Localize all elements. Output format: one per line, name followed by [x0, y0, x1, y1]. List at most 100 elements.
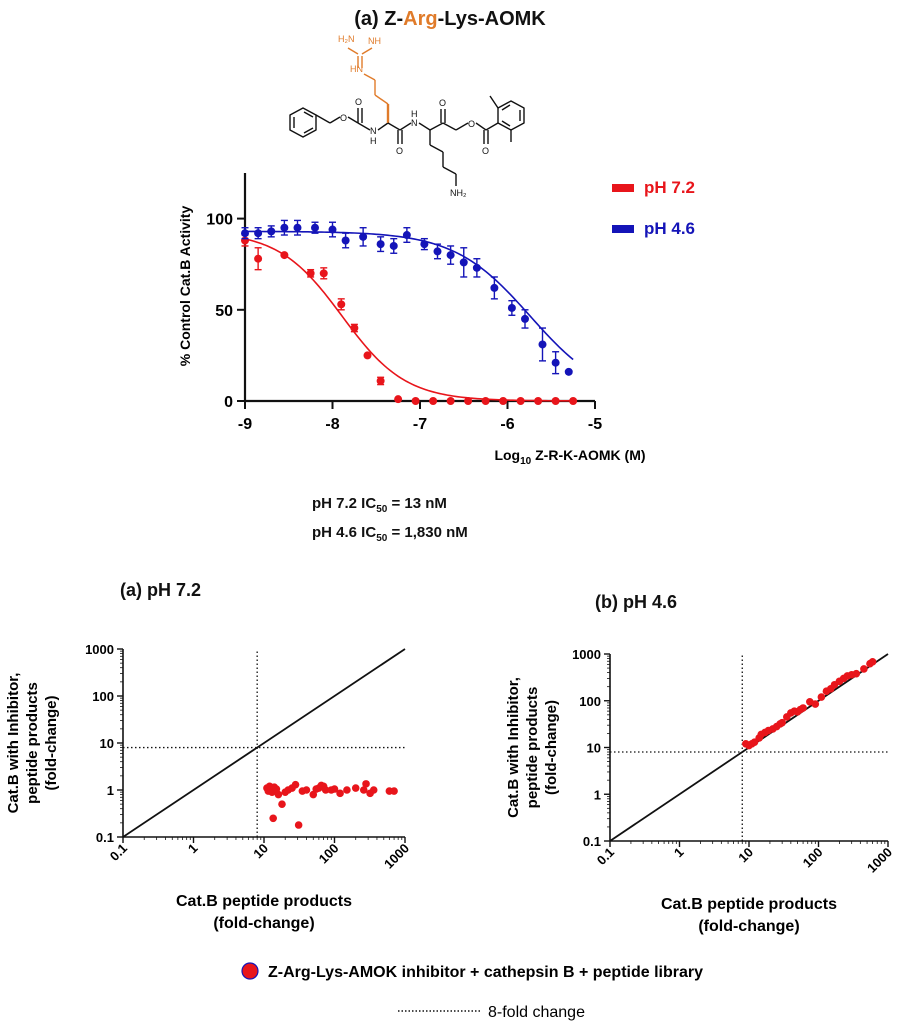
data-point [274, 790, 283, 799]
data-point [269, 814, 277, 823]
x-tick-label: -5 [588, 416, 602, 433]
data-point [868, 658, 877, 666]
data-point-series-1 [521, 314, 529, 323]
y-axis-label: Cat.B with Inhibitor, peptide products (fo… [505, 677, 560, 818]
data-point [294, 821, 303, 829]
label-o3: O [396, 146, 403, 156]
label-nh-top: NH [368, 36, 381, 46]
data-point-series-1 [328, 225, 337, 234]
label-o4: O [439, 98, 446, 108]
data-point-series-0 [516, 397, 525, 405]
data-point-series-0 [306, 269, 315, 278]
x-axis-label: Cat.B peptide products (fold-change) [661, 896, 837, 935]
y-tick-label: 0.1 [583, 834, 601, 849]
ic50-text: pH 7.2 IC50 = 13 nM pH 4.6 IC50 = 1,830 … [312, 492, 468, 550]
y-tick-label: 10 [100, 736, 114, 751]
label-hn: HN [350, 64, 363, 74]
identity-line [122, 648, 406, 838]
data-point [369, 786, 378, 794]
data-point [330, 785, 339, 793]
legend-swatch-ph46 [612, 225, 634, 233]
data-point [778, 718, 786, 727]
dose-response-chart: -9 -8 -7 -6 -5 0 50 100 Log10 Z-R-K-AOMK (M) % … [177, 173, 695, 467]
label-h1: H [370, 136, 377, 146]
data-point-series-0 [446, 397, 455, 405]
x-tick-label: -6 [500, 416, 514, 433]
legend-marker-label: Z-Arg-Lys-AMOK inhibitor + cathepsin B +… [268, 964, 703, 981]
y-tick-label: 1 [594, 787, 601, 802]
data-point-series-1 [433, 247, 442, 256]
data-point-series-0 [280, 251, 289, 260]
data-point-series-0 [464, 397, 473, 405]
chart-title-highlight: Arg [403, 8, 438, 30]
label-h2n: H₂N [338, 34, 355, 44]
data-point [390, 787, 398, 795]
y-tick-label: 50 [215, 303, 233, 320]
data-point-series-0 [350, 324, 359, 333]
data-point [799, 704, 807, 712]
data-point [278, 800, 286, 808]
data-point-series-0 [569, 397, 578, 405]
data-point [817, 693, 826, 701]
data-point-series-1 [359, 232, 368, 241]
legend-label-ph72: pH 7.2 [644, 178, 695, 197]
data-point-series-0 [376, 376, 385, 385]
chart-title: (a) Z-Arg-Lys-AOMK [0, 8, 900, 31]
x-tick-label: 10 [250, 841, 271, 862]
x-tick-label: 100 [800, 845, 826, 871]
legend-dotted-label: 8-fold change [488, 1004, 585, 1021]
ic50-line-ph72: pH 7.2 IC50 = 13 nM [312, 495, 447, 515]
data-point [852, 669, 861, 678]
data-point-series-0 [481, 397, 490, 405]
data-point-series-1 [311, 223, 319, 232]
data-point-series-1 [446, 251, 455, 260]
ic50-line-ph46: pH 4.6 IC50 = 1,830 nM [312, 524, 468, 544]
label-o6: O [482, 146, 489, 156]
data-point-series-1 [241, 229, 249, 238]
y-tick-label: 1000 [572, 647, 601, 662]
label-h2: H [411, 109, 418, 119]
data-point [359, 786, 368, 794]
data-point-series-0 [337, 300, 346, 309]
y-tick-label: 0.1 [96, 830, 114, 845]
data-point [362, 780, 370, 788]
data-point-series-1 [472, 263, 481, 272]
x-axis-label: Log10 Z-R-K-AOMK (M) [494, 447, 645, 467]
data-point-series-0 [551, 397, 560, 405]
data-point-series-0 [363, 351, 372, 360]
y-tick-label: 1 [107, 783, 114, 798]
x-tick-label: 1000 [864, 845, 895, 876]
legend-marker-red-dot [241, 962, 259, 980]
x-tick-label: -9 [238, 416, 252, 433]
data-point [811, 700, 820, 708]
x-tick-label: 10 [735, 845, 756, 866]
data-point-series-0 [429, 397, 438, 405]
label-n1: N [370, 126, 377, 136]
data-point [302, 786, 311, 794]
label-n2: N [411, 118, 418, 128]
data-point [860, 665, 868, 673]
x-tick-label: -7 [413, 416, 427, 433]
x-tick-label: 1000 [381, 841, 412, 872]
label-o5: O [468, 119, 475, 129]
data-point-series-1 [507, 303, 516, 312]
y-tick-label: 1000 [85, 642, 114, 657]
data-point-series-1 [459, 258, 468, 267]
data-point-series-0 [319, 269, 328, 278]
chart-title-suffix: -Lys-AOMK [437, 8, 546, 30]
chemical-structure: H₂N NH HN O O N H O N H O O O NH₂ [289, 34, 525, 198]
x-tick-label: -8 [325, 416, 339, 433]
data-point-series-1 [490, 283, 499, 292]
panel-title-b: (b) pH 4.6 [595, 592, 678, 612]
data-point-series-1 [564, 367, 573, 376]
panel-title-a: (a) pH 7.2 [120, 580, 202, 600]
legend-label-ph46: pH 4.6 [644, 219, 695, 238]
label-o1: O [355, 97, 362, 107]
data-point-series-0 [534, 397, 543, 405]
y-tick-label: 0 [224, 394, 233, 411]
data-point-series-1 [402, 231, 411, 240]
y-tick-label: 10 [587, 741, 601, 756]
fit-curve-series-1 [244, 230, 574, 361]
